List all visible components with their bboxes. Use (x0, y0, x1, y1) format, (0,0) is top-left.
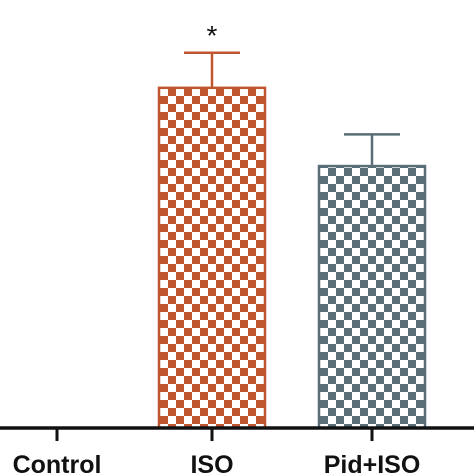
x-tick-label: ISO (190, 451, 233, 474)
error-bar-pid-iso (344, 133, 400, 167)
bar-iso (157, 86, 267, 430)
x-tick-label: Control (13, 451, 102, 474)
x-tick-label: Pid+ISO (324, 451, 421, 474)
bars-layer (157, 86, 427, 430)
error-bar-iso (184, 51, 240, 88)
significance-marker: * (207, 20, 218, 51)
annotations-layer: * (207, 20, 218, 51)
error-bars-layer (184, 51, 400, 167)
bar-pid-iso (317, 164, 427, 430)
x-axis (0, 426, 474, 441)
